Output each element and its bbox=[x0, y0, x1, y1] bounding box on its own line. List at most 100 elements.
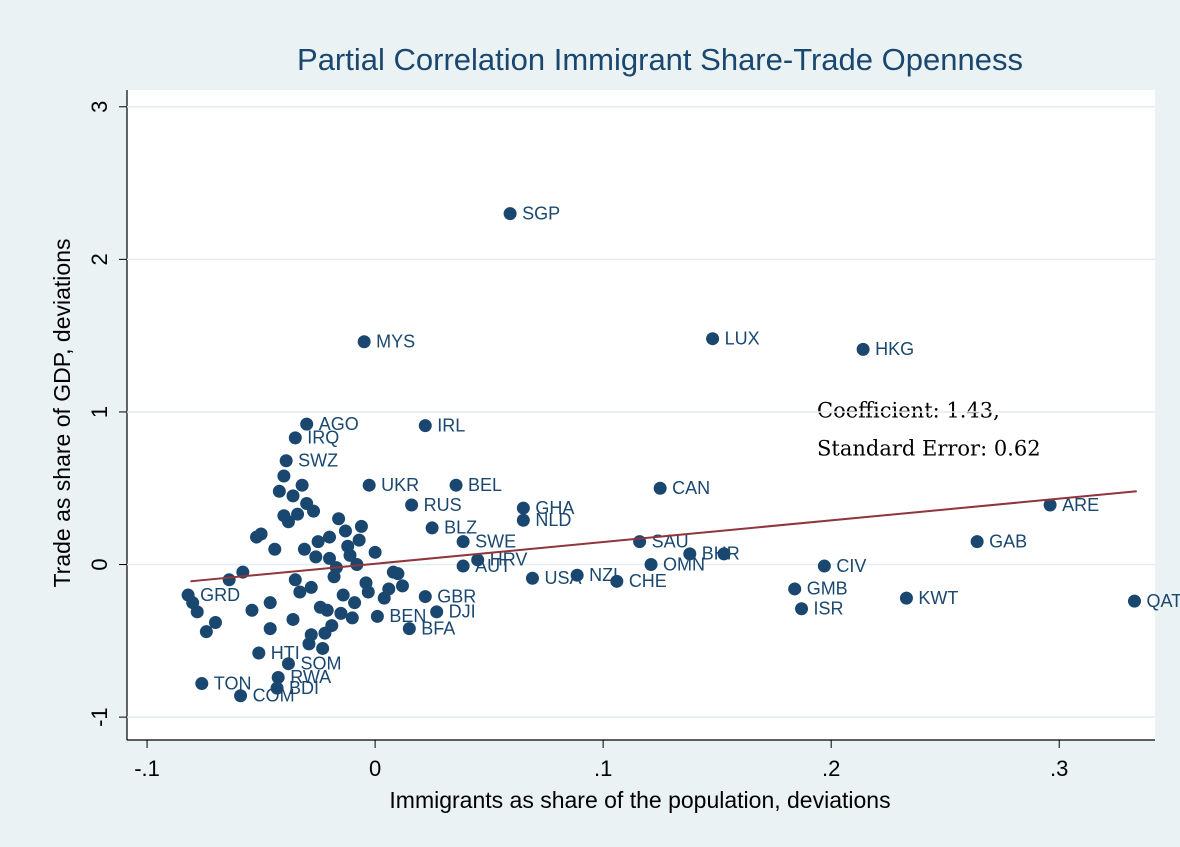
point bbox=[316, 641, 330, 655]
point bbox=[525, 571, 539, 585]
point bbox=[311, 535, 325, 549]
point bbox=[795, 602, 809, 616]
point-label: HTI bbox=[271, 643, 300, 663]
point-label: HRV bbox=[490, 550, 528, 570]
point-label: AUT bbox=[475, 556, 511, 576]
point-label: GHA bbox=[535, 498, 574, 518]
point-label: GAB bbox=[989, 531, 1027, 551]
y-tick-label: 2 bbox=[87, 253, 112, 265]
point bbox=[856, 342, 870, 356]
point bbox=[234, 689, 248, 703]
point bbox=[263, 596, 277, 610]
point bbox=[348, 596, 362, 610]
point bbox=[291, 507, 305, 521]
point bbox=[279, 454, 293, 468]
annotation: Standard Error: 0.62 bbox=[817, 437, 1041, 461]
x-tick-label: .1 bbox=[594, 756, 612, 781]
point bbox=[286, 489, 300, 503]
point bbox=[338, 524, 352, 538]
point bbox=[250, 530, 264, 544]
point-label: BEL bbox=[468, 475, 502, 495]
point-label: ISR bbox=[814, 599, 844, 619]
point bbox=[899, 591, 913, 605]
point bbox=[503, 207, 517, 221]
point-label: AGO bbox=[319, 414, 359, 434]
point bbox=[706, 332, 720, 346]
point bbox=[418, 419, 432, 433]
point bbox=[817, 559, 831, 573]
point-label: CHE bbox=[629, 571, 667, 591]
point-label: CAN bbox=[672, 478, 710, 498]
point bbox=[272, 484, 286, 498]
point-label: GMB bbox=[807, 579, 848, 599]
y-axis-label: Trade as share of GDP, deviations bbox=[49, 238, 75, 587]
point bbox=[343, 548, 357, 562]
x-tick-label: .2 bbox=[822, 756, 840, 781]
point bbox=[395, 579, 409, 593]
point bbox=[281, 657, 295, 671]
point-label: RUS bbox=[424, 495, 462, 515]
y-tick-label: 3 bbox=[87, 101, 112, 113]
x-tick-label: .3 bbox=[1050, 756, 1068, 781]
point bbox=[717, 547, 731, 561]
point bbox=[286, 612, 300, 626]
point-label: BDI bbox=[289, 678, 319, 698]
point bbox=[370, 609, 384, 623]
point bbox=[418, 590, 432, 604]
point bbox=[295, 478, 309, 492]
point bbox=[368, 545, 382, 559]
point bbox=[208, 616, 222, 630]
point bbox=[190, 605, 204, 619]
point bbox=[199, 625, 213, 639]
point bbox=[304, 628, 318, 642]
point bbox=[653, 481, 667, 495]
point bbox=[277, 469, 291, 483]
point-label: BHR bbox=[702, 544, 740, 564]
point-label: SWE bbox=[475, 531, 516, 551]
point bbox=[300, 417, 314, 431]
point bbox=[357, 335, 371, 349]
point-label: SGP bbox=[522, 203, 560, 223]
point-label: USA bbox=[544, 568, 581, 588]
point-label: LUX bbox=[725, 328, 760, 348]
point bbox=[610, 574, 624, 588]
point-label: BEN bbox=[389, 606, 426, 626]
point bbox=[570, 568, 584, 582]
point bbox=[516, 501, 530, 515]
point bbox=[320, 603, 334, 617]
x-tick-label: -.1 bbox=[134, 756, 160, 781]
point bbox=[304, 580, 318, 594]
point bbox=[307, 504, 321, 518]
point-label: UKR bbox=[381, 475, 419, 495]
point bbox=[361, 585, 375, 599]
point bbox=[391, 567, 405, 581]
point-label: QAT bbox=[1146, 591, 1180, 611]
y-tick-label: -1 bbox=[87, 707, 112, 727]
point-label: SWZ bbox=[298, 451, 338, 471]
point bbox=[471, 553, 485, 567]
point-label: TON bbox=[214, 673, 252, 693]
point bbox=[332, 512, 346, 526]
point bbox=[271, 670, 285, 684]
point bbox=[683, 547, 697, 561]
point-label: IRL bbox=[437, 415, 465, 435]
x-axis-label: Immigrants as share of the population, d… bbox=[389, 787, 890, 813]
point bbox=[322, 530, 336, 544]
point-label: CIV bbox=[836, 556, 866, 576]
point bbox=[293, 585, 307, 599]
point bbox=[270, 681, 284, 695]
point bbox=[297, 542, 311, 556]
point bbox=[322, 551, 336, 565]
point bbox=[345, 611, 359, 625]
point bbox=[430, 605, 444, 619]
point bbox=[456, 559, 470, 573]
point bbox=[970, 535, 984, 549]
point-label: KWT bbox=[918, 588, 958, 608]
point bbox=[382, 582, 396, 596]
point-label: BFA bbox=[421, 618, 455, 638]
point bbox=[644, 558, 658, 572]
point bbox=[288, 573, 302, 587]
point bbox=[268, 542, 282, 556]
point bbox=[402, 622, 416, 636]
point-label: GBR bbox=[437, 586, 476, 606]
